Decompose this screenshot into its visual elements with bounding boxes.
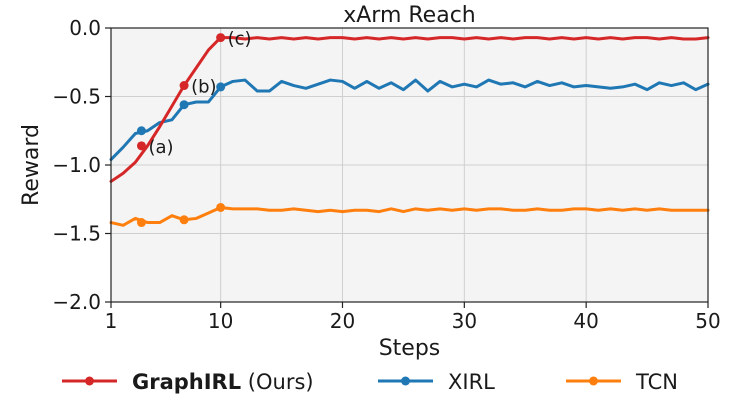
legend-label-bold: GraphIRL bbox=[132, 370, 241, 394]
legend: GraphIRL (Ours) XIRL TCN bbox=[62, 370, 678, 394]
legend-label-graphirl: GraphIRL (Ours) bbox=[132, 370, 314, 394]
y-tick-label: −0.5 bbox=[52, 85, 101, 109]
legend-label-tcn: TCN bbox=[635, 370, 678, 394]
chart-title: xArm Reach bbox=[343, 3, 476, 28]
axis-ticks: 1 10 20 30 40 50 0.0 −0.5 −1.0 −1.5 −2.0 bbox=[52, 16, 720, 333]
legend-label-suffix: (Ours) bbox=[241, 370, 313, 394]
y-tick-label: −2.0 bbox=[52, 290, 101, 314]
x-axis-title: Steps bbox=[379, 336, 441, 361]
annotation-label: (a) bbox=[148, 137, 173, 158]
data-point-xirl bbox=[179, 100, 189, 110]
data-point-graphirl bbox=[179, 81, 189, 91]
data-point-xirl bbox=[216, 82, 226, 92]
data-point-tcn bbox=[216, 202, 226, 212]
y-tick-label: 0.0 bbox=[69, 16, 101, 40]
y-tick-label: −1.5 bbox=[52, 222, 101, 246]
data-point-xirl bbox=[136, 126, 146, 136]
data-point-tcn bbox=[179, 215, 189, 225]
series-line-xirl bbox=[109, 78, 710, 162]
legend-marker-graphirl bbox=[85, 376, 94, 386]
series-line-graphirl bbox=[109, 36, 710, 183]
legend-marker-xirl bbox=[401, 376, 410, 386]
x-tick-label: 40 bbox=[573, 309, 598, 333]
series-line-tcn bbox=[109, 205, 710, 227]
x-tick-label: 1 bbox=[105, 309, 118, 333]
x-tick-label: 10 bbox=[208, 309, 233, 333]
series-lines: (a) (b) (c) bbox=[109, 29, 710, 228]
data-point-graphirl bbox=[216, 33, 226, 43]
x-tick-label: 20 bbox=[330, 309, 355, 333]
x-tick-label: 50 bbox=[695, 309, 720, 333]
data-point-graphirl bbox=[136, 141, 146, 151]
y-tick-label: −1.0 bbox=[52, 153, 101, 177]
annotation-label: (c) bbox=[228, 29, 252, 50]
y-axis-title: Reward bbox=[19, 124, 44, 206]
legend-label-xirl: XIRL bbox=[448, 370, 495, 394]
annotation-label: (b) bbox=[191, 77, 216, 98]
legend-marker-tcn bbox=[589, 376, 598, 386]
data-point-tcn bbox=[136, 218, 146, 228]
x-tick-label: 30 bbox=[452, 309, 477, 333]
